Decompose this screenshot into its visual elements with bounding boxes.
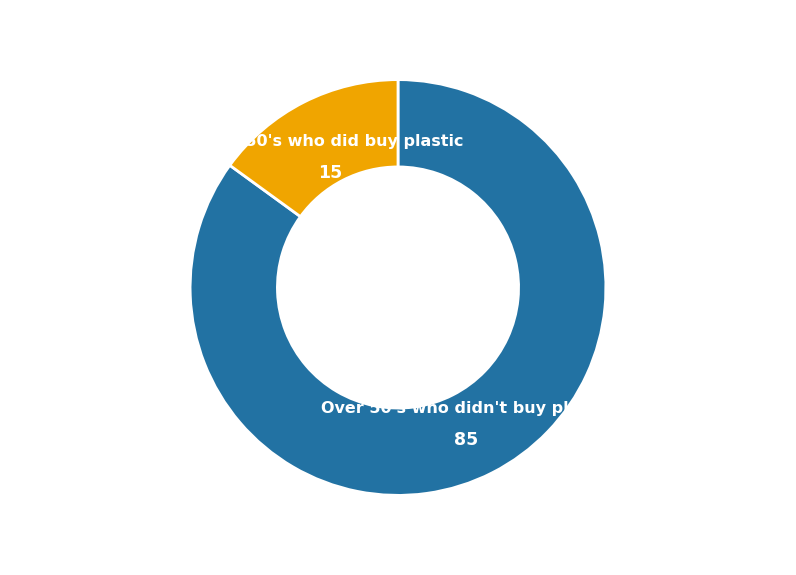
Wedge shape	[230, 79, 398, 217]
Text: 85: 85	[454, 431, 478, 448]
Text: 15: 15	[318, 164, 342, 182]
Text: Over 50's who didn't buy plastic: Over 50's who didn't buy plastic	[321, 401, 611, 416]
Wedge shape	[190, 79, 606, 496]
Text: Over 50's who did buy plastic: Over 50's who did buy plastic	[197, 134, 463, 149]
